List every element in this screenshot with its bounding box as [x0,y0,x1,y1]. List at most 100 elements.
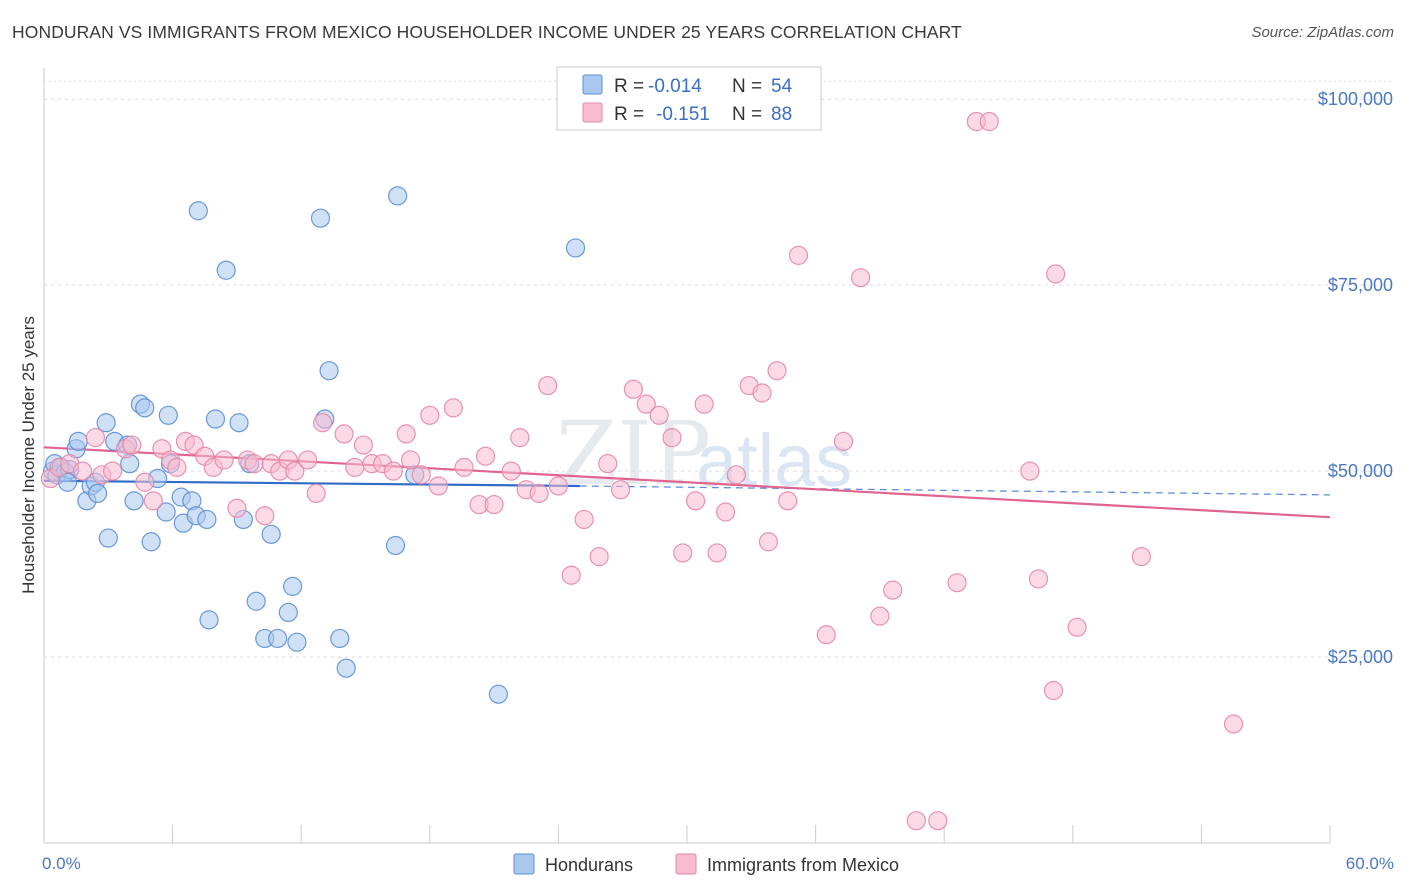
axes: $25,000 $50,000 $75,000 $100,000 0.0% 60.0% [42,68,1394,873]
data-point-hondurans [565,238,586,258]
data-point-mexico [214,450,234,470]
data-point-mexico [788,245,809,265]
data-point-hondurans [278,602,298,623]
data-point-mexico [345,457,365,477]
data-point-mexico [244,454,264,474]
data-point-hondurans [388,186,408,206]
data-point-mexico [285,461,305,481]
data-point-hondurans [488,684,508,704]
data-point-mexico [1046,264,1066,284]
data-point-mexico [767,361,787,381]
data-point-mexico [906,811,926,831]
data-point-mexico [538,375,558,396]
grid [44,80,1392,658]
data-point-hondurans [287,632,307,652]
data-point-mexico [420,405,440,425]
data-point-mexico [411,465,431,485]
series-legend-label-mexico: Immigrants from Mexico [707,855,899,875]
data-point-hondurans [310,208,331,228]
data-point-hondurans [135,398,155,418]
data-point-hondurans [319,361,339,381]
legend-r-value-hondurans: -0.014 [648,76,702,97]
data-point-hondurans [216,260,236,280]
source-credit: Source: ZipAtlas.com [1251,24,1394,41]
data-point-mexico [928,811,948,831]
legend-r-value-mexico: -0.151 [656,104,710,125]
data-point-mexico [501,461,521,481]
data-point-mexico [1223,714,1244,734]
data-point-hondurans [124,491,144,511]
data-point-mexico [428,476,448,496]
series-legend-swatch-hondurans [513,853,535,875]
legend-swatch-mexico [582,102,603,123]
data-point-mexico [475,446,496,466]
data-point-mexico [510,428,530,448]
data-point-hondurans [268,628,288,649]
data-point-hondurans [188,201,208,221]
data-point-mexico [313,413,333,433]
data-point-mexico [353,435,373,455]
data-point-hondurans [158,405,178,425]
data-point-mexico [1028,569,1049,589]
data-point-mexico [870,606,890,626]
data-point-mexico [227,498,247,518]
data-point-hondurans [68,431,88,451]
data-point-mexico [383,461,403,481]
data-point-mexico [649,405,669,425]
data-point-mexico [334,424,354,444]
data-point-hondurans [87,483,108,504]
legend-swatch-hondurans [582,74,603,95]
data-point-mexico [685,491,706,511]
data-point-mexico [529,483,549,504]
data-point-mexico [396,424,416,444]
data-point-mexico [715,502,736,522]
data-point-mexico [298,450,318,470]
data-point-mexico [752,383,772,403]
data-point-mexico [1020,461,1040,481]
legend-r-label-mexico: R = [614,104,644,125]
data-point-hondurans [246,591,266,611]
data-point-mexico [135,472,155,492]
chart-title: HONDURAN VS IMMIGRANTS FROM MEXICO HOUSE… [12,22,962,42]
y-tick-label: $50,000 [1328,461,1393,481]
data-point-mexico [484,494,504,515]
data-point-mexico [443,398,463,418]
data-point-mexico [778,491,798,511]
data-point-mexico [574,509,594,530]
data-point-mexico [1043,680,1064,701]
data-point-mexico [454,457,474,477]
data-point-hondurans [385,535,406,556]
data-point-mexico [694,394,714,414]
series-legend-swatch-mexico [675,853,697,875]
data-points [40,111,1244,831]
x-tick-label-min: 0.0% [42,854,81,873]
data-point-mexico [122,435,142,455]
data-point-mexico [400,450,421,470]
data-point-mexico [1067,617,1087,637]
data-point-hondurans [197,509,217,530]
data-point-mexico [816,625,836,645]
y-tick-label: $100,000 [1318,89,1393,109]
data-point-mexico [143,491,163,511]
data-point-hondurans [205,409,226,429]
data-point-mexico [947,573,967,593]
data-point-mexico [167,457,187,477]
x-tick-label-max: 60.0% [1346,854,1394,873]
series-legend: Hondurans Immigrants from Mexico [513,853,899,875]
data-point-mexico [707,543,727,563]
data-point-mexico [561,565,581,585]
correlation-legend: R = -0.014 N = 54 R = -0.151 N = 88 [556,66,822,131]
y-tick-label: $25,000 [1328,647,1393,667]
data-point-mexico [851,268,871,288]
data-point-mexico [636,394,656,414]
data-point-hondurans [283,576,303,596]
data-point-mexico [623,379,644,399]
data-point-mexico [662,428,682,448]
legend-n-value-hondurans: 54 [771,76,793,97]
data-point-mexico [72,461,93,481]
data-point-mexico [548,476,569,496]
data-point-mexico [833,431,854,451]
legend-r-label-hondurans: R = [614,76,644,97]
y-tick-label: $75,000 [1328,275,1393,295]
